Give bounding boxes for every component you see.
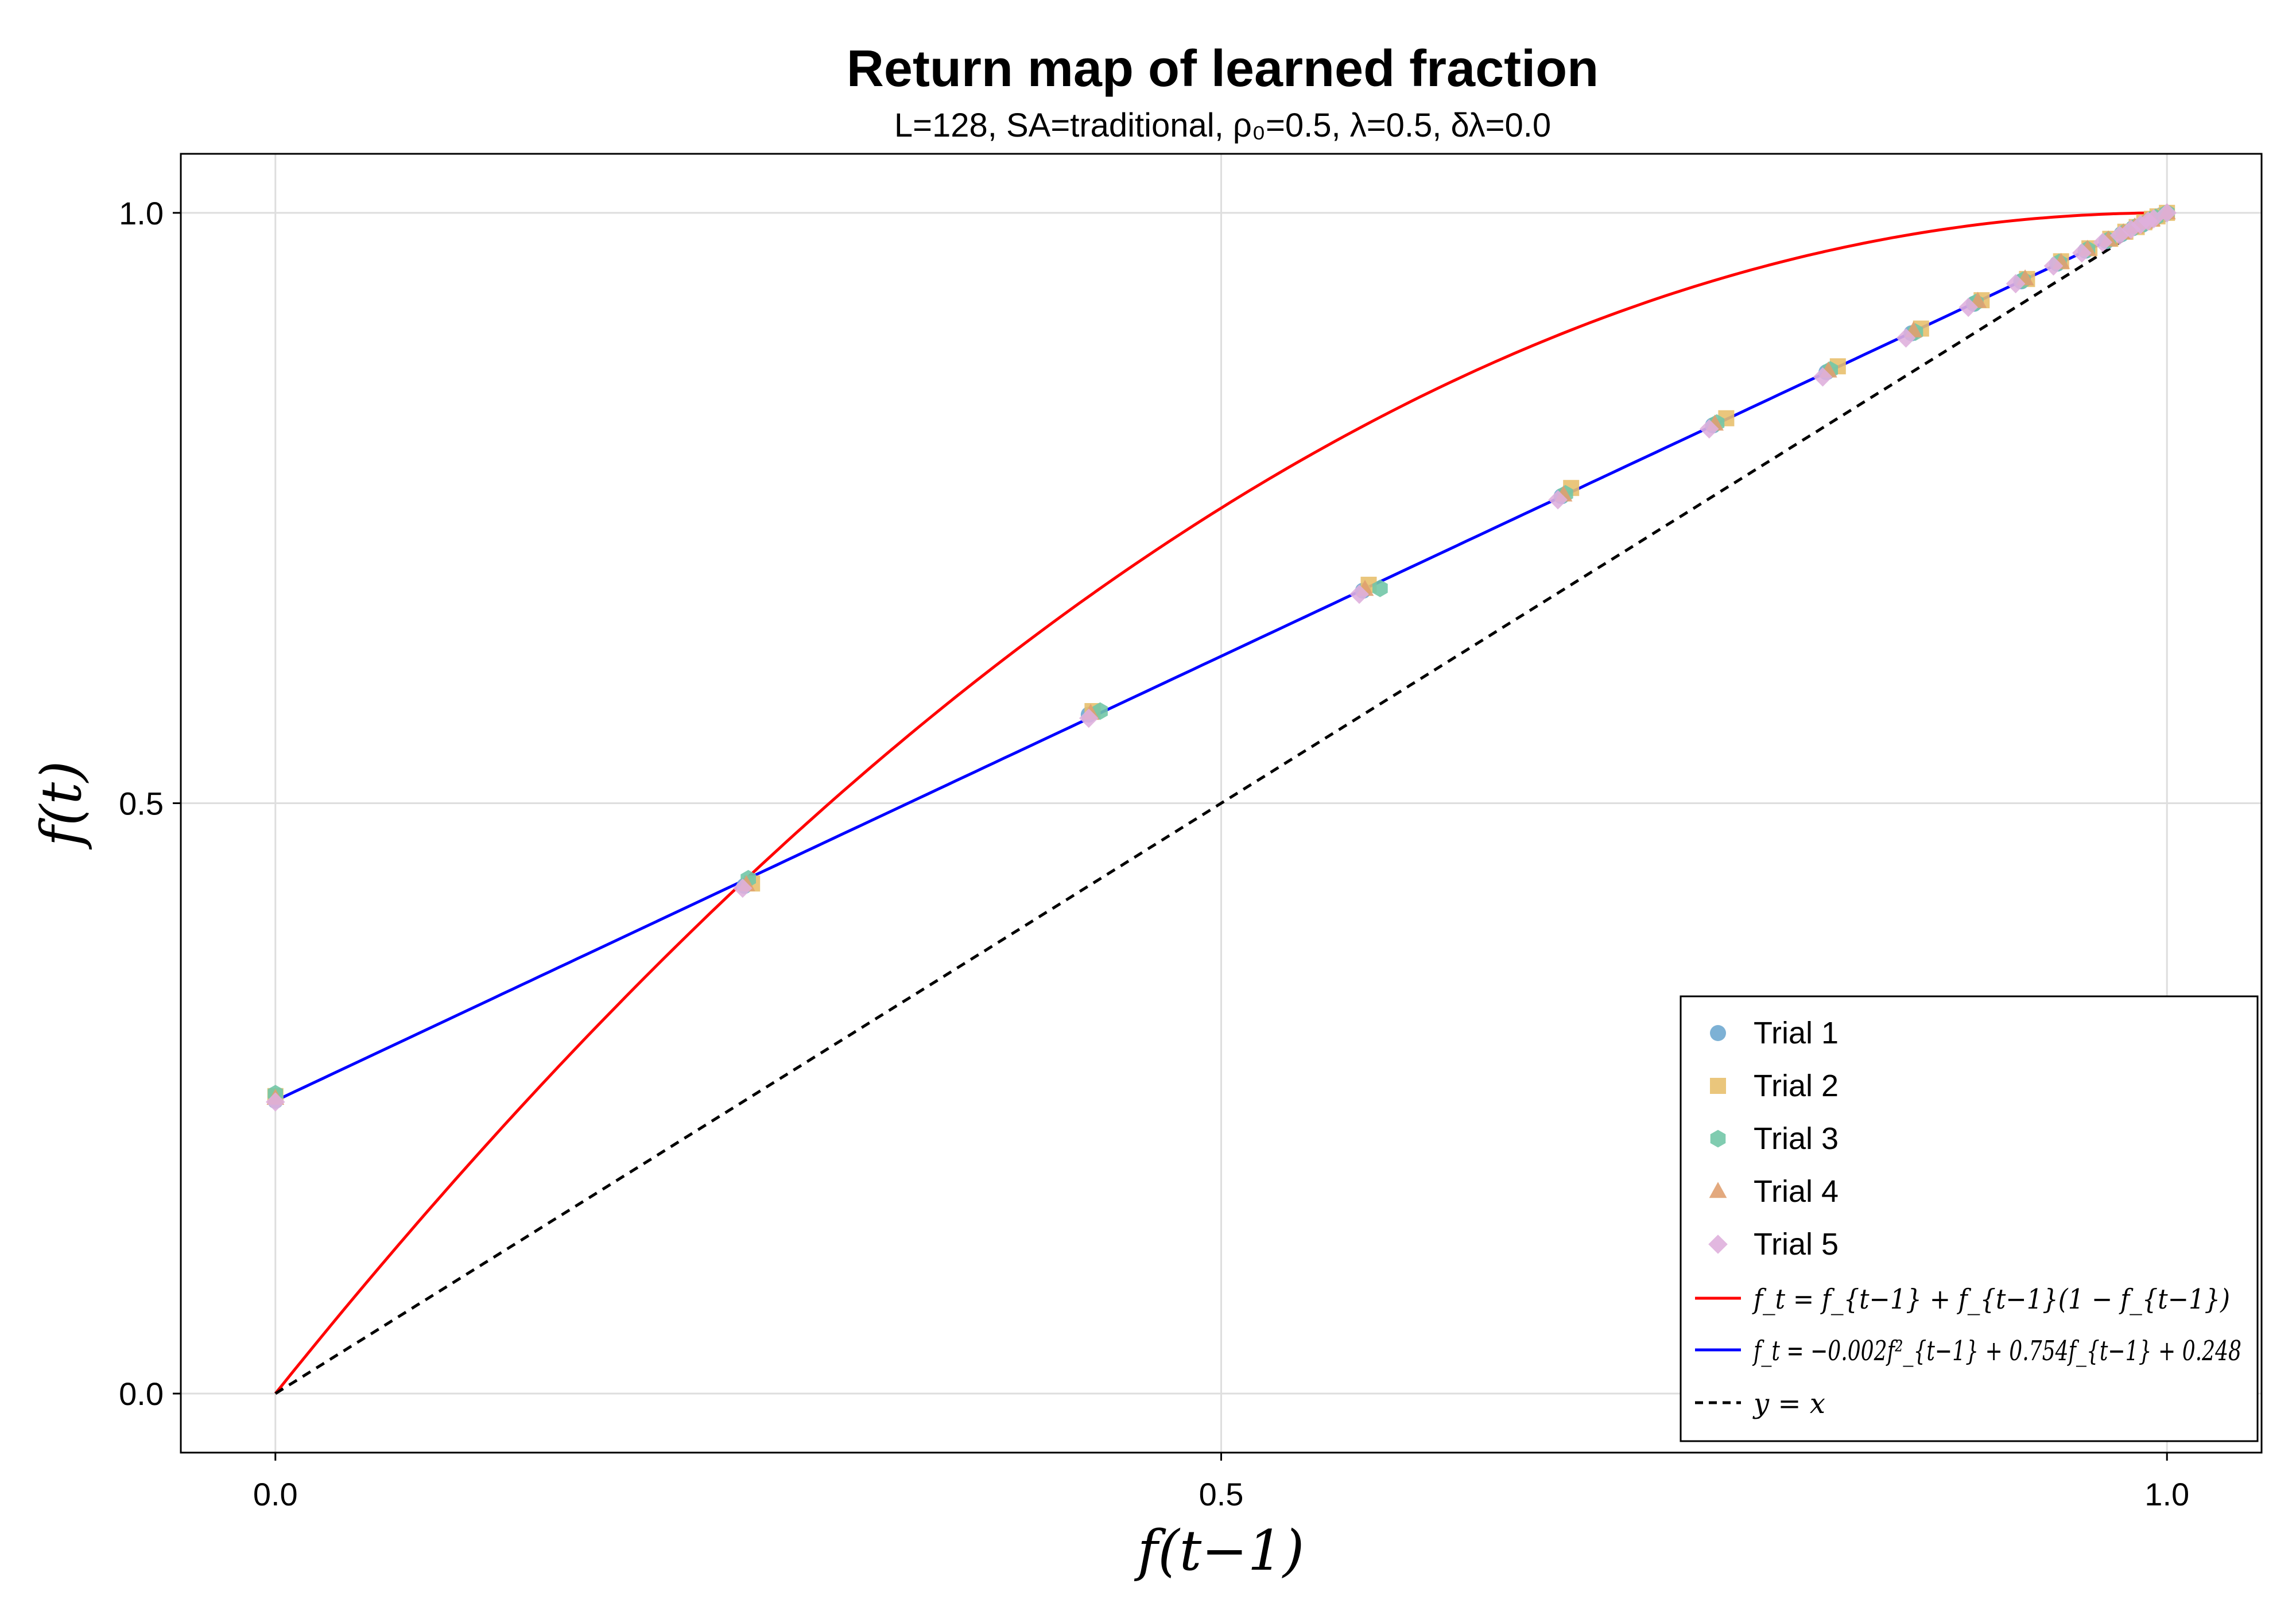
point-trial-5-4 xyxy=(1548,490,1568,510)
y-tick-label-1: 0.5 xyxy=(119,786,164,822)
point-trial-5-5 xyxy=(1699,419,1719,439)
legend-label-logistic: f_t = f_{t−1} + f_{t−1}(1 − f_{t−1}) xyxy=(1752,1283,2230,1315)
legend-marker-trial-2 xyxy=(1710,1078,1726,1094)
fit-lines xyxy=(274,211,2168,1395)
point-trial-5-10 xyxy=(2043,256,2064,276)
point-trial-5-7 xyxy=(1896,328,1916,348)
legend-symbols xyxy=(1695,1025,1741,1404)
legend-label-trial-5: Trial 5 xyxy=(1754,1227,1839,1261)
legend-marker-trial-5 xyxy=(1708,1235,1728,1254)
point-trial-5-0 xyxy=(266,1092,285,1112)
data-points xyxy=(266,203,2177,1112)
legend-marker-trial-4 xyxy=(1709,1182,1727,1198)
chart-title: Return map of learned fraction xyxy=(847,40,1599,98)
point-trial-5-12 xyxy=(2093,232,2112,253)
y-tick-label-2: 1.0 xyxy=(119,195,164,231)
point-trial-5-8 xyxy=(1958,297,1978,317)
fit-line-1 xyxy=(274,211,2168,1103)
legend-marker-trial-1 xyxy=(1710,1025,1726,1041)
legend-label-identity: y = x xyxy=(1752,1388,1825,1420)
point-trial-5-2 xyxy=(1079,708,1099,728)
legend-label-trial-2: Trial 2 xyxy=(1754,1069,1839,1103)
axis-ticks: 0.0 0.5 1.0 0.0 0.5 1.0 xyxy=(119,195,2189,1512)
point-trial-5-11 xyxy=(2072,243,2092,263)
chart-subtitle: L=128, SA=traditional, ρ₀=0.5, λ=0.5, δλ… xyxy=(894,107,1551,144)
point-trial-5-14 xyxy=(2121,219,2141,239)
legend: Trial 1 Trial 2 Trial 3 Trial 4 Trial 5 … xyxy=(1680,995,2259,1442)
legend-label-trial-3: Trial 3 xyxy=(1754,1121,1839,1156)
point-trial-5-1 xyxy=(733,878,753,898)
x-axis-label: f(t−1) xyxy=(1134,1519,1305,1583)
fit-line-2 xyxy=(274,211,2168,1395)
legend-label-trial-4: Trial 4 xyxy=(1754,1174,1839,1209)
legend-label-quadratic: f_t = −0.002f²_{t−1} + 0.754f_{t−1} + 0.… xyxy=(1752,1335,2241,1367)
point-trial-5-9 xyxy=(2006,274,2026,294)
legend-marker-trial-3 xyxy=(1710,1129,1726,1148)
x-tick-label-1: 0.5 xyxy=(1199,1476,1244,1512)
point-trial-3-3 xyxy=(1372,579,1388,597)
legend-label-trial-1: Trial 1 xyxy=(1754,1016,1839,1050)
point-trial-5-13 xyxy=(2110,226,2130,245)
point-trial-5-17 xyxy=(2144,209,2163,228)
point-trial-5-6 xyxy=(1813,367,1833,387)
x-tick-label-0: 0.0 xyxy=(253,1476,298,1512)
legend-box xyxy=(1680,995,2259,1442)
y-tick-label-0: 0.0 xyxy=(119,1376,164,1412)
point-trial-5-3 xyxy=(1349,584,1369,604)
fit-line-0 xyxy=(274,211,2167,1395)
y-axis-label: f(t) xyxy=(29,760,94,849)
x-tick-label-2: 1.0 xyxy=(2144,1476,2189,1512)
point-trial-5-18 xyxy=(2157,203,2177,223)
